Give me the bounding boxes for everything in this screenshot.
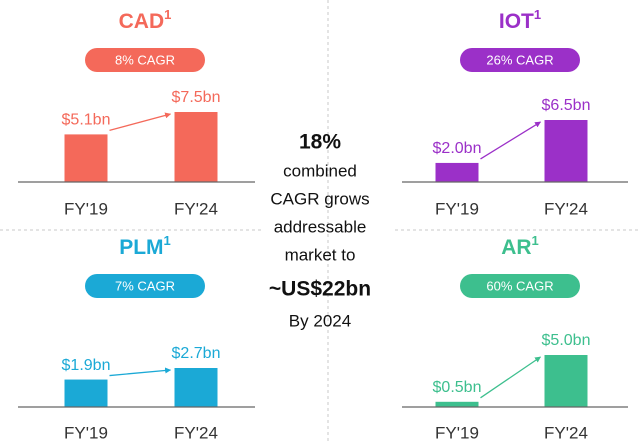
panel-title: AR1 bbox=[501, 233, 539, 258]
bar bbox=[435, 162, 479, 182]
cagr-label: 8% CAGR bbox=[115, 52, 175, 67]
x-tick-label: FY'24 bbox=[174, 199, 218, 218]
value-label: $6.5bn bbox=[542, 97, 591, 114]
x-tick-label: FY'19 bbox=[435, 199, 479, 218]
title-note: 1 bbox=[164, 7, 171, 22]
panel-title: CAD1 bbox=[119, 7, 172, 32]
x-tick-label: FY'19 bbox=[64, 423, 108, 441]
value-label: $2.7bn bbox=[172, 345, 221, 362]
x-tick-label: FY'19 bbox=[435, 423, 479, 441]
cagr-label: 7% CAGR bbox=[115, 278, 175, 293]
cagr-pill bbox=[460, 274, 580, 298]
center-text: addressable bbox=[274, 217, 367, 236]
x-tick-label: FY'24 bbox=[174, 423, 218, 441]
cagr-pill bbox=[460, 48, 580, 72]
cagr-pill bbox=[85, 48, 205, 72]
panel-title: PLM1 bbox=[119, 233, 171, 258]
bar bbox=[64, 379, 108, 407]
value-label: $1.9bn bbox=[62, 357, 111, 374]
x-tick-label: FY'19 bbox=[64, 199, 108, 218]
title-note: 1 bbox=[534, 7, 541, 22]
cagr-label: 60% CAGR bbox=[486, 278, 553, 293]
x-tick-label: FY'24 bbox=[544, 423, 588, 441]
growth-arrow bbox=[480, 121, 542, 160]
center-text: combined bbox=[283, 161, 357, 180]
bar bbox=[435, 401, 479, 407]
title-text: IOT bbox=[499, 10, 534, 33]
growth-arrow bbox=[480, 356, 541, 399]
title-note: 1 bbox=[532, 233, 539, 248]
cagr-label: 26% CAGR bbox=[486, 52, 553, 67]
cagr-pill bbox=[85, 274, 205, 298]
bar bbox=[174, 368, 218, 407]
center-text: ~US$22bn bbox=[269, 278, 371, 301]
title-text: CAD bbox=[119, 10, 165, 33]
x-tick-label: FY'24 bbox=[544, 199, 588, 218]
value-label: $7.5bn bbox=[172, 89, 221, 106]
value-label: $2.0bn bbox=[433, 140, 482, 157]
panel-title: IOT1 bbox=[499, 7, 541, 32]
bar bbox=[64, 134, 108, 182]
growth-arrow bbox=[109, 112, 172, 132]
center-text: By 2024 bbox=[289, 311, 351, 330]
bar bbox=[174, 112, 218, 182]
center-text: CAGR grows bbox=[270, 189, 369, 208]
bar bbox=[544, 355, 588, 407]
title-text: PLM bbox=[119, 236, 163, 259]
value-label: $5.1bn bbox=[62, 112, 111, 129]
title-text: AR bbox=[501, 236, 531, 259]
value-label: $0.5bn bbox=[433, 379, 482, 396]
center-text: market to bbox=[285, 245, 356, 264]
center-text: 18% bbox=[299, 131, 341, 154]
title-note: 1 bbox=[164, 233, 171, 248]
bar bbox=[544, 120, 588, 182]
growth-arrow bbox=[109, 367, 172, 377]
value-label: $5.0bn bbox=[542, 332, 591, 349]
